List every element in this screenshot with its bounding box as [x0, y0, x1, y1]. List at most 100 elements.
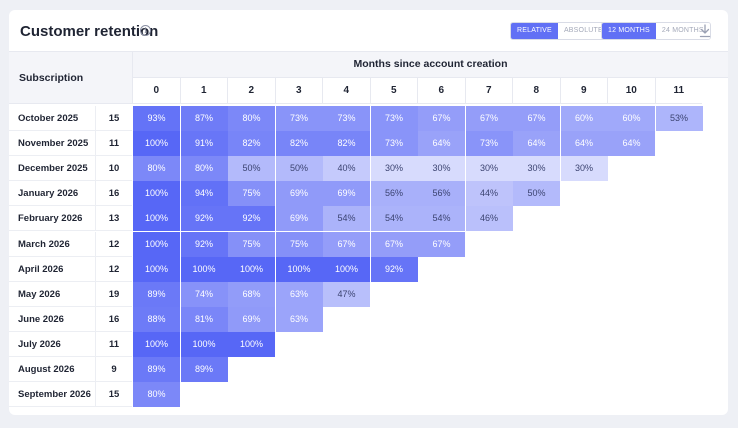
- retention-cell[interactable]: 73%: [465, 131, 513, 157]
- retention-cell[interactable]: 30%: [513, 156, 560, 182]
- retention-cell[interactable]: 73%: [370, 131, 418, 157]
- retention-cell[interactable]: 93%: [133, 106, 180, 131]
- retention-table: Subscription Months since account creati…: [9, 51, 728, 415]
- retention-cell[interactable]: 69%: [228, 306, 275, 332]
- retention-cell[interactable]: 92%: [180, 206, 228, 232]
- retention-cell[interactable]: 54%: [323, 206, 370, 232]
- retention-cell[interactable]: 100%: [275, 256, 323, 282]
- retention-cell[interactable]: 73%: [370, 106, 418, 131]
- retention-cell[interactable]: 73%: [275, 106, 323, 131]
- retention-cell[interactable]: 69%: [323, 181, 370, 207]
- retention-cell[interactable]: 47%: [323, 281, 370, 307]
- retention-cell[interactable]: 100%: [180, 256, 228, 282]
- retention-cell[interactable]: 64%: [608, 131, 655, 157]
- retention-cell[interactable]: 30%: [370, 156, 418, 182]
- retention-cell[interactable]: 100%: [180, 331, 228, 357]
- retention-cell[interactable]: 54%: [418, 206, 465, 232]
- retention-cell[interactable]: 92%: [370, 256, 418, 282]
- retention-cell[interactable]: 50%: [513, 181, 560, 207]
- retention-cell[interactable]: 30%: [465, 156, 513, 182]
- month-column-header: 9: [559, 78, 607, 104]
- cohort-count: 9: [95, 357, 132, 382]
- retention-cell[interactable]: 100%: [323, 256, 370, 282]
- cohort-label: February 2026: [9, 206, 95, 232]
- retention-cell[interactable]: 75%: [228, 231, 275, 257]
- retention-cell[interactable]: 69%: [275, 181, 323, 207]
- download-icon[interactable]: [699, 24, 711, 38]
- info-icon[interactable]: i: [140, 25, 151, 36]
- retention-cell[interactable]: 80%: [133, 156, 180, 182]
- cohort-label: November 2025: [9, 131, 95, 157]
- retention-cell[interactable]: 30%: [560, 156, 608, 182]
- retention-cell[interactable]: 89%: [133, 281, 180, 307]
- subscription-header: Subscription: [19, 72, 84, 84]
- retention-cell[interactable]: 75%: [228, 181, 275, 207]
- retention-cell[interactable]: 82%: [323, 131, 370, 157]
- cohort-count: 15: [95, 382, 132, 408]
- month-column-header: 5: [369, 78, 417, 104]
- retention-cell[interactable]: 67%: [323, 231, 370, 257]
- retention-cell[interactable]: 30%: [418, 156, 465, 182]
- 12-months-button[interactable]: 12 MONTHS: [602, 23, 656, 39]
- retention-cell[interactable]: 56%: [370, 181, 418, 207]
- 24-months-button[interactable]: 24 MONTHS: [655, 23, 710, 39]
- retention-cell[interactable]: 80%: [133, 382, 180, 408]
- retention-cell[interactable]: 46%: [465, 206, 513, 232]
- retention-card: Customer retention i RELATIVE ABSOLUTE 1…: [9, 10, 728, 415]
- retention-cell[interactable]: 100%: [228, 256, 275, 282]
- retention-cell[interactable]: 74%: [180, 281, 228, 307]
- retention-cell[interactable]: 69%: [275, 206, 323, 232]
- retention-cell[interactable]: 100%: [133, 131, 180, 157]
- retention-cell[interactable]: 100%: [133, 331, 180, 357]
- cohort-count: 11: [95, 331, 132, 357]
- retention-cell[interactable]: 91%: [180, 131, 228, 157]
- retention-cell[interactable]: 100%: [228, 331, 275, 357]
- retention-cell[interactable]: 88%: [133, 306, 180, 332]
- retention-cell[interactable]: 64%: [560, 131, 608, 157]
- retention-cell[interactable]: 94%: [180, 181, 228, 207]
- cohort-count: 15: [95, 106, 132, 131]
- retention-cell[interactable]: 82%: [228, 131, 275, 157]
- retention-cell[interactable]: 60%: [560, 106, 608, 131]
- retention-cell[interactable]: 80%: [228, 106, 275, 131]
- retention-cell[interactable]: 50%: [275, 156, 323, 182]
- retention-cell[interactable]: 92%: [180, 231, 228, 257]
- retention-cell[interactable]: 54%: [370, 206, 418, 232]
- months-header: Months since account creation: [132, 51, 728, 78]
- retention-cell[interactable]: 67%: [418, 106, 465, 131]
- retention-cell[interactable]: 100%: [133, 256, 180, 282]
- month-column-header: 4: [322, 78, 370, 104]
- retention-cell[interactable]: 82%: [275, 131, 323, 157]
- retention-cell[interactable]: 50%: [228, 156, 275, 182]
- retention-cell[interactable]: 53%: [655, 106, 703, 131]
- retention-cell[interactable]: 64%: [513, 131, 560, 157]
- retention-cell[interactable]: 75%: [275, 231, 323, 257]
- retention-cell[interactable]: 56%: [418, 181, 465, 207]
- retention-cell[interactable]: 89%: [180, 357, 228, 382]
- retention-cell[interactable]: 63%: [275, 281, 323, 307]
- retention-cell[interactable]: 64%: [418, 131, 465, 157]
- retention-cell[interactable]: 60%: [608, 106, 655, 131]
- retention-cell[interactable]: 92%: [228, 206, 275, 232]
- retention-cell[interactable]: 68%: [228, 281, 275, 307]
- retention-cell[interactable]: 40%: [323, 156, 370, 182]
- retention-cell[interactable]: 67%: [465, 106, 513, 131]
- retention-cell[interactable]: 44%: [465, 181, 513, 207]
- cohort-label: December 2025: [9, 156, 95, 182]
- retention-cell[interactable]: 100%: [133, 206, 180, 232]
- relative-button[interactable]: RELATIVE: [511, 23, 558, 39]
- retention-cell[interactable]: 87%: [180, 106, 228, 131]
- retention-cell[interactable]: 100%: [133, 181, 180, 207]
- retention-cell[interactable]: 63%: [275, 306, 323, 332]
- retention-cell[interactable]: 89%: [133, 357, 180, 382]
- retention-cell[interactable]: 73%: [323, 106, 370, 131]
- absolute-button[interactable]: ABSOLUTE: [557, 23, 609, 39]
- retention-cell[interactable]: 67%: [418, 231, 465, 257]
- retention-cell[interactable]: 67%: [513, 106, 560, 131]
- retention-cell[interactable]: 81%: [180, 306, 228, 332]
- cohort-count: 12: [95, 231, 132, 257]
- retention-cell[interactable]: 67%: [370, 231, 418, 257]
- retention-cell[interactable]: 80%: [180, 156, 228, 182]
- cohort-count: 12: [95, 256, 132, 282]
- retention-cell[interactable]: 100%: [133, 231, 180, 257]
